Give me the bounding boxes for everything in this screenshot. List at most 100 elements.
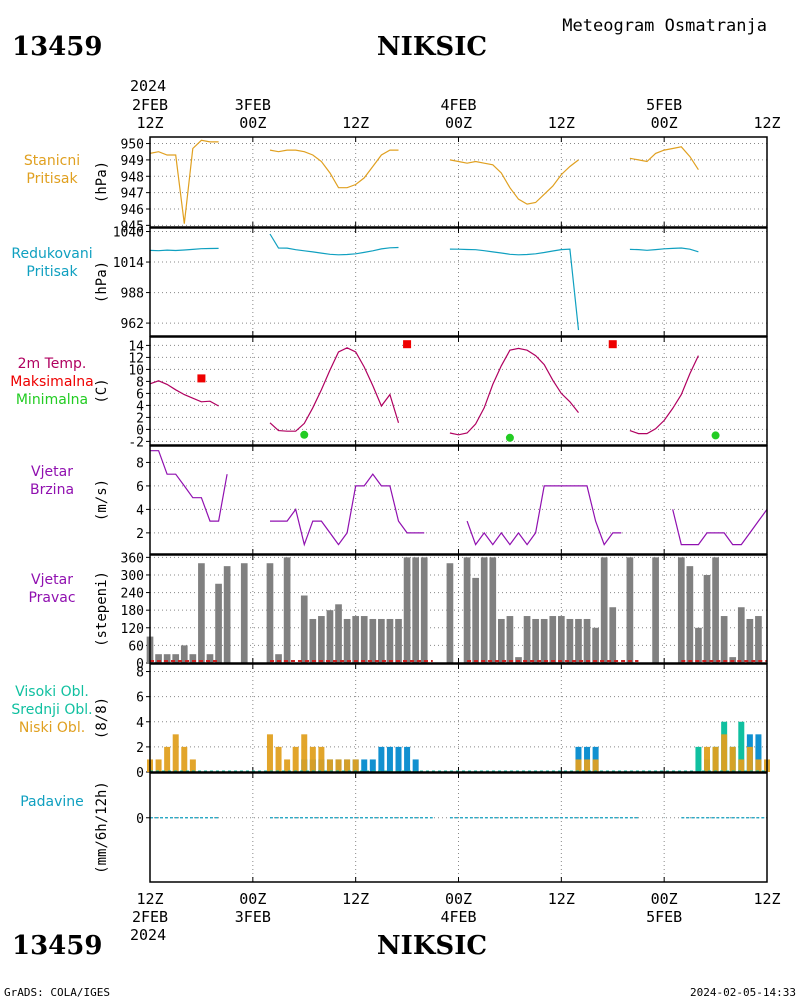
station-name-top: NIKSIC — [377, 32, 487, 62]
cloud-bar-low — [181, 746, 188, 772]
cloud-bar-low — [344, 759, 351, 772]
cloud-bar-low — [584, 759, 591, 772]
wind-direction-bar — [403, 557, 411, 663]
panel-frame — [149, 445, 768, 555]
y-tick-label: 2 — [136, 411, 144, 426]
panel-label: 2m Temp. — [18, 356, 87, 372]
y-tick-label: 8 — [136, 375, 144, 390]
time-tick-label-top: 00Z — [651, 114, 678, 132]
y-tick-label: 60 — [128, 639, 144, 654]
y-tick-label: 950 — [121, 138, 144, 153]
temperature-line — [149, 347, 699, 436]
year-label-top: 2024 — [130, 77, 166, 95]
wind-direction-bar — [378, 618, 385, 663]
wind-direction-bar — [592, 627, 599, 663]
wind-direction-bar — [420, 557, 428, 663]
wind-direction-bar — [489, 557, 497, 663]
panel-frame — [149, 227, 768, 337]
time-tick-label-bottom: 12Z — [136, 890, 163, 908]
y-tick-label: 0 — [136, 812, 144, 827]
wind-direction-bar — [206, 654, 214, 663]
wind-direction-bar — [155, 654, 162, 663]
y-tick-label: 1040 — [113, 226, 144, 241]
wind-direction-bar — [300, 595, 308, 663]
wind-direction-bar — [318, 616, 325, 663]
y-tick-label: 14 — [128, 339, 144, 354]
time-tick-label-bottom: 00Z — [651, 890, 678, 908]
panel-label: Visoki Obl. — [15, 684, 89, 700]
wind-direction-bar — [583, 618, 591, 663]
footer-right: 2024-02-05-14:33 — [690, 986, 796, 999]
reduced-pressure-line — [149, 233, 699, 331]
y-tick-label: 180 — [121, 604, 144, 619]
wind-direction-bar — [720, 616, 728, 663]
y-tick-label: 300 — [121, 569, 144, 584]
plot-area: 12Z 12Z 00Z 00Z 12Z 12Z 00Z 00Z 12Z 12Z 00Z 00Z 12Z 1… — [10, 96, 780, 926]
footer-left: GrADS: COLA/IGES — [4, 986, 110, 999]
wind-direction-bar — [215, 583, 222, 663]
panel-ylabel: (m/s) — [94, 479, 110, 521]
station-pressure-line — [149, 139, 699, 224]
y-tick-label: 6 — [136, 387, 144, 402]
cloud-bar-low — [335, 759, 342, 772]
wind-direction-bar — [335, 604, 342, 663]
cloud-bar-low — [284, 759, 291, 772]
time-tick-label-bottom: 12Z — [342, 890, 369, 908]
y-tick-label: 2 — [136, 741, 144, 756]
panel-ylabel: (hPa) — [94, 261, 110, 303]
y-tick-label: 360 — [121, 551, 144, 566]
day-label-bottom: 4FEB — [440, 908, 476, 926]
panel-frame — [149, 554, 768, 664]
wind-direction-bar — [566, 618, 574, 663]
y-tick-label: 0 — [136, 423, 144, 438]
cloud-bar-low — [309, 746, 316, 772]
time-tick-label-top: 12Z — [753, 114, 780, 132]
station-id-top: 13459 — [12, 32, 102, 62]
panel-label: Niski Obl. — [19, 720, 85, 736]
cloud-bar-low — [326, 759, 333, 772]
day-label-top: 5FEB — [646, 96, 682, 114]
y-tick-label: 947 — [121, 187, 144, 202]
y-tick-label: 8 — [136, 666, 144, 681]
cloud-bar-low — [704, 746, 711, 772]
day-label-top: 2FEB — [132, 96, 168, 114]
tmax-marker — [197, 374, 206, 383]
wind-direction-bar — [703, 574, 711, 663]
y-tick-label: 6 — [136, 480, 144, 495]
cloud-bar-low — [266, 734, 273, 772]
time-tick-label-top: 00Z — [239, 114, 266, 132]
time-tick-label-bottom: 00Z — [445, 890, 472, 908]
wind-direction-bar — [472, 577, 479, 663]
panel-label: Brzina — [30, 482, 74, 498]
wind-direction-bar — [309, 618, 317, 663]
cloud-bar-low — [164, 746, 171, 772]
cloud-bar-mid — [378, 746, 385, 772]
panel-frame — [149, 336, 768, 446]
panel-label: Stanicni — [24, 153, 80, 169]
y-tick-label: 948 — [121, 170, 144, 185]
y-tick-label: 946 — [121, 203, 144, 218]
tmax-marker — [608, 340, 617, 349]
wind-direction-bar — [737, 607, 745, 663]
panel-label: Maksimalna — [10, 374, 94, 390]
panel-ylabel: (hPa) — [94, 161, 110, 203]
panel-frame — [149, 772, 768, 883]
panel-label: Padavine — [20, 794, 84, 810]
station-name-bottom: NIKSIC — [377, 931, 487, 961]
y-tick-label: 962 — [121, 317, 144, 332]
panel-label: Pritisak — [26, 264, 78, 280]
subtitle: Meteogram Osmatranja — [562, 16, 767, 36]
wind-direction-bar — [172, 654, 180, 663]
y-tick-label: 945 — [121, 219, 144, 234]
panel-label: Vjetar — [31, 464, 73, 480]
y-tick-label: 4 — [136, 399, 144, 414]
cloud-bar-low — [275, 746, 282, 772]
panel-label: Vjetar — [31, 572, 73, 588]
wind-direction-bar — [352, 616, 360, 663]
wind-direction-bar — [626, 557, 634, 663]
wind-direction-bar — [240, 563, 248, 663]
y-tick-label: 4 — [136, 716, 144, 731]
y-tick-label: 120 — [121, 622, 144, 637]
time-tick-label-top: 12Z — [136, 114, 163, 132]
wind-direction-bar — [712, 557, 719, 663]
